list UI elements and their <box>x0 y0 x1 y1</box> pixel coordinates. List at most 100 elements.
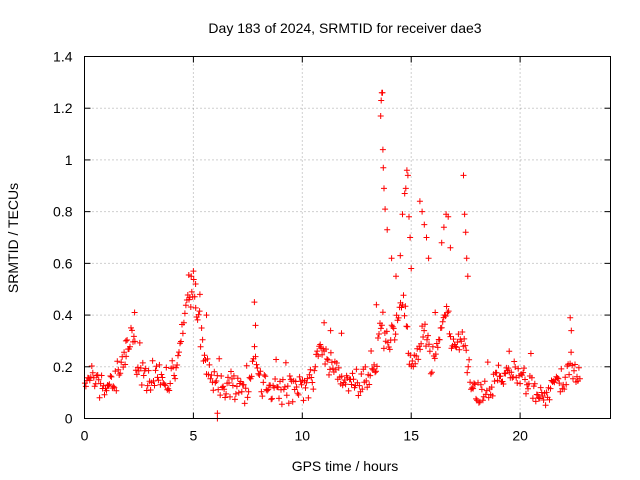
data-point <box>505 365 512 372</box>
data-point <box>521 365 527 372</box>
data-point <box>398 304 405 311</box>
data-point <box>279 376 286 383</box>
data-point <box>245 388 252 395</box>
data-point <box>131 309 138 316</box>
data-point <box>273 356 280 363</box>
data-point <box>531 380 538 387</box>
data-point <box>373 368 379 375</box>
data-point <box>218 373 225 379</box>
data-point <box>419 208 426 215</box>
data-point <box>235 389 242 396</box>
data-point <box>147 387 154 393</box>
data-point <box>252 322 259 329</box>
data-point <box>159 374 166 381</box>
data-point <box>459 329 466 335</box>
data-point <box>384 226 391 233</box>
data-point <box>423 234 430 241</box>
data-point <box>129 327 135 334</box>
data-point <box>101 391 108 398</box>
data-point <box>163 364 170 371</box>
data-point <box>139 359 146 366</box>
data-point <box>528 374 535 381</box>
data-point <box>404 172 411 179</box>
y-tick-label: 1 <box>65 152 73 168</box>
data-point <box>199 336 206 343</box>
data-point <box>390 325 397 332</box>
data-point <box>373 301 380 308</box>
data-point <box>470 385 477 392</box>
data-point <box>89 369 96 376</box>
y-tick-label: 0.2 <box>53 359 73 375</box>
data-point <box>402 303 409 310</box>
data-point <box>537 384 544 391</box>
data-point <box>285 400 292 407</box>
data-point <box>170 364 177 371</box>
data-point <box>111 384 118 391</box>
data-point <box>554 375 561 381</box>
data-point <box>169 357 176 364</box>
data-point <box>259 393 266 400</box>
data-point <box>188 288 195 295</box>
data-point <box>421 221 428 228</box>
data-point <box>176 349 182 356</box>
data-point <box>158 371 165 378</box>
data-point <box>312 363 319 370</box>
data-point <box>191 293 198 300</box>
data-point <box>433 340 440 347</box>
data-point <box>421 327 428 334</box>
data-point <box>551 379 558 386</box>
data-point <box>460 172 467 179</box>
data-point <box>324 356 330 362</box>
data-point <box>261 372 268 378</box>
data-point <box>262 373 269 380</box>
data-point <box>543 389 550 396</box>
data-point <box>216 355 223 362</box>
data-point <box>179 330 186 337</box>
data-point <box>409 358 416 364</box>
data-point <box>124 337 131 343</box>
data-point <box>484 359 491 366</box>
y-axis-label: SRMTID / TECUs <box>5 183 21 293</box>
data-point <box>174 362 181 368</box>
data-point <box>570 375 576 382</box>
data-point <box>432 309 439 316</box>
data-point <box>153 363 160 370</box>
data-point <box>464 273 471 280</box>
data-point <box>196 291 203 298</box>
data-point <box>571 367 577 374</box>
data-point <box>568 349 575 356</box>
data-point <box>137 365 144 371</box>
data-point <box>380 164 387 171</box>
data-point <box>380 345 387 352</box>
data-point <box>506 348 513 355</box>
data-point <box>428 369 435 376</box>
data-point <box>514 380 521 386</box>
data-point <box>127 343 133 350</box>
data-point <box>488 384 495 391</box>
data-point <box>525 380 532 387</box>
data-point <box>195 311 202 318</box>
data-point <box>217 392 224 399</box>
data-point <box>300 397 307 404</box>
data-point <box>228 368 234 375</box>
data-point <box>203 312 210 319</box>
data-point <box>138 382 145 388</box>
data-point <box>196 308 203 315</box>
data-point <box>161 381 168 388</box>
data-point <box>122 337 129 344</box>
data-point <box>251 343 258 350</box>
chart-title: Day 183 of 2024, SRMTID for receiver dae… <box>208 20 481 36</box>
data-point <box>432 351 439 358</box>
data-point <box>489 392 496 399</box>
data-point <box>369 365 376 372</box>
data-point <box>258 388 265 395</box>
x-tick-label: 15 <box>403 428 419 444</box>
data-point <box>241 400 248 407</box>
data-point <box>105 382 112 389</box>
data-point <box>134 364 141 371</box>
data-point <box>465 363 472 370</box>
data-point <box>112 368 119 375</box>
data-point <box>282 359 289 366</box>
data-point <box>322 361 329 367</box>
data-point <box>192 281 199 287</box>
